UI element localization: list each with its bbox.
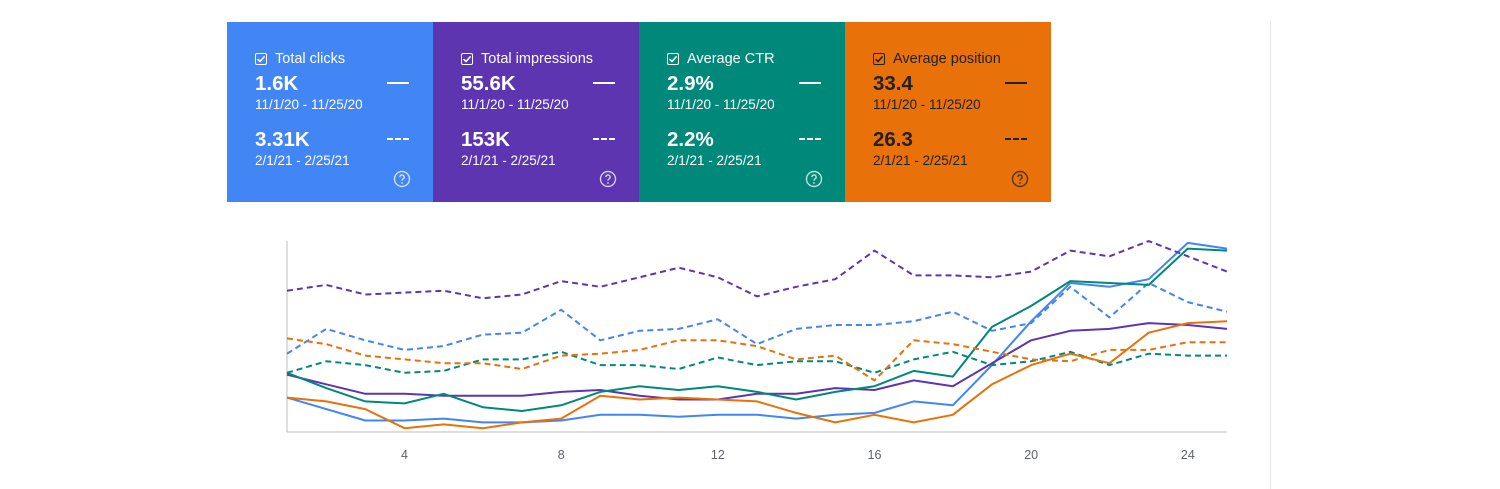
checkbox-checked-icon[interactable] <box>461 53 473 65</box>
metric-card-ctr[interactable]: Average CTR 2.9% 11/1/20 - 11/25/20 2.2%… <box>639 22 845 202</box>
series-line-ctr-previous <box>286 350 1227 374</box>
solid-line-legend-icon <box>1005 82 1027 84</box>
help-icon[interactable] <box>1011 170 1029 188</box>
performance-panel: Total clicks 1.6K 11/1/20 - 11/25/20 3.3… <box>227 22 1271 489</box>
previous-value: 153K <box>461 128 511 151</box>
checkbox-checked-icon[interactable] <box>255 53 267 65</box>
previous-range: 2/1/21 - 2/25/21 <box>873 153 968 168</box>
previous-range: 2/1/21 - 2/25/21 <box>255 153 350 168</box>
series-line-position-current <box>286 320 1228 430</box>
checkbox-checked-icon[interactable] <box>667 53 679 65</box>
current-range: 11/1/20 - 11/25/20 <box>667 97 775 112</box>
card-title: Total impressions <box>481 51 594 67</box>
current-value: 55.6K <box>461 72 516 95</box>
current-range: 11/1/20 - 11/25/20 <box>255 97 363 112</box>
card-title: Total clicks <box>275 51 346 67</box>
x-tick-label: 4 <box>401 448 408 462</box>
series-line-clicks-previous <box>286 282 1228 355</box>
dashed-line-legend-icon <box>593 138 615 140</box>
series-line-clicks-current <box>286 241 1228 424</box>
x-tick-label: 20 <box>1024 448 1038 462</box>
series-line-impressions-current <box>286 322 1228 401</box>
help-icon[interactable] <box>393 170 411 188</box>
current-range: 11/1/20 - 11/25/20 <box>873 97 981 112</box>
dashed-line-legend-icon <box>799 138 821 140</box>
series-line-impressions-previous <box>286 240 1228 300</box>
series-line-position-previous <box>286 337 1227 382</box>
metric-card-position[interactable]: Average position 33.4 11/1/20 - 11/25/20… <box>845 22 1051 202</box>
metric-cards: Total clicks 1.6K 11/1/20 - 11/25/20 3.3… <box>227 22 1051 202</box>
card-title: Average position <box>893 51 1001 67</box>
current-value: 33.4 <box>873 72 913 95</box>
x-tick-label: 16 <box>868 448 882 462</box>
card-title: Average CTR <box>687 51 775 67</box>
previous-value: 2.2% <box>667 128 714 151</box>
series-line-ctr-current <box>286 247 1228 412</box>
metric-card-impressions[interactable]: Total impressions 55.6K 11/1/20 - 11/25/… <box>433 22 639 202</box>
solid-line-legend-icon <box>387 82 409 84</box>
checkbox-checked-icon[interactable] <box>873 53 885 65</box>
x-tick-label: 12 <box>711 448 725 462</box>
previous-value: 3.31K <box>255 128 310 151</box>
metric-card-clicks[interactable]: Total clicks 1.6K 11/1/20 - 11/25/20 3.3… <box>227 22 433 202</box>
current-value: 2.9% <box>667 72 714 95</box>
current-range: 11/1/20 - 11/25/20 <box>461 97 569 112</box>
x-tick-label: 24 <box>1181 448 1195 462</box>
current-value: 1.6K <box>255 72 299 95</box>
previous-range: 2/1/21 - 2/25/21 <box>667 153 762 168</box>
solid-line-legend-icon <box>799 82 821 84</box>
dashed-line-legend-icon <box>387 138 409 140</box>
x-tick-label: 8 <box>558 448 565 462</box>
help-icon[interactable] <box>805 170 823 188</box>
help-icon[interactable] <box>599 170 617 188</box>
previous-range: 2/1/21 - 2/25/21 <box>461 153 556 168</box>
solid-line-legend-icon <box>593 82 615 84</box>
previous-value: 26.3 <box>873 128 913 151</box>
dashed-line-legend-icon <box>1005 138 1027 140</box>
